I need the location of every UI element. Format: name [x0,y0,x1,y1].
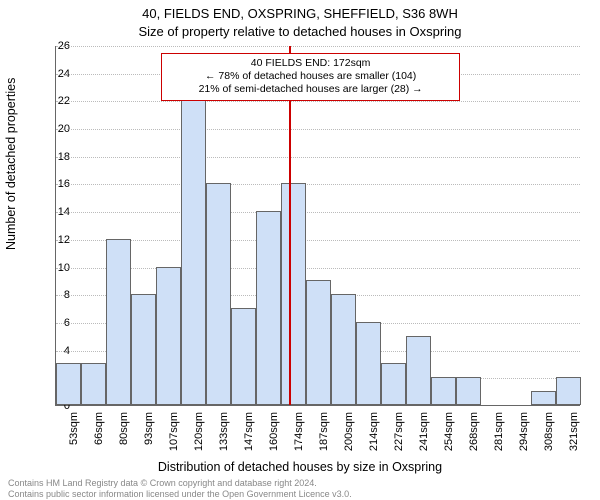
histogram-bar [156,267,181,405]
x-tick-label: 200sqm [343,412,355,457]
footer-line-2: Contains public sector information licen… [8,489,352,500]
histogram-bar [106,239,131,405]
x-tick-label: 160sqm [268,412,280,457]
histogram-bar [256,211,281,405]
chart-subtitle: Size of property relative to detached ho… [0,24,600,39]
histogram-bar [56,363,81,405]
x-tick-label: 281sqm [493,412,505,457]
annotation-line-1: 40 FIELDS END: 172sqm [168,57,453,70]
gridline [56,157,580,158]
x-tick-label: 294sqm [518,412,530,457]
x-tick-label: 120sqm [193,412,205,457]
histogram-bar [331,294,356,405]
x-tick-label: 308sqm [543,412,555,457]
gridline [56,240,580,241]
histogram-bar [456,377,481,405]
x-tick-label: 254sqm [443,412,455,457]
histogram-bar [356,322,381,405]
histogram-bar [381,363,406,405]
histogram-bar [431,377,456,405]
chart-container: 40, FIELDS END, OXSPRING, SHEFFIELD, S36… [0,0,600,500]
annotation-line-3: 21% of semi-detached houses are larger (… [168,83,453,96]
histogram-bar [206,183,231,405]
gridline [56,212,580,213]
x-tick-label: 174sqm [293,412,305,457]
gridline [56,101,580,102]
footer-attribution: Contains HM Land Registry data © Crown c… [8,478,352,500]
x-tick-label: 214sqm [368,412,380,457]
x-tick-label: 53sqm [68,412,80,457]
x-axis-label: Distribution of detached houses by size … [0,460,600,474]
histogram-bar [556,377,581,405]
gridline [56,184,580,185]
histogram-bar [406,336,431,405]
plot-area: 40 FIELDS END: 172sqm← 78% of detached h… [55,46,580,406]
x-tick-label: 147sqm [243,412,255,457]
y-axis-label: Number of detached properties [4,78,18,250]
annotation-line-2: ← 78% of detached houses are smaller (10… [168,70,453,83]
x-tick-label: 107sqm [168,412,180,457]
x-tick-label: 268sqm [468,412,480,457]
histogram-bar [306,280,331,405]
histogram-bar [231,308,256,405]
gridline [56,46,580,47]
x-tick-label: 321sqm [568,412,580,457]
x-tick-label: 93sqm [143,412,155,457]
x-tick-label: 227sqm [393,412,405,457]
histogram-bar [531,391,556,405]
x-tick-label: 80sqm [118,412,130,457]
chart-title: 40, FIELDS END, OXSPRING, SHEFFIELD, S36… [0,6,600,21]
histogram-bar [281,183,306,405]
histogram-bar [81,363,106,405]
annotation-box: 40 FIELDS END: 172sqm← 78% of detached h… [161,53,460,100]
x-tick-label: 241sqm [418,412,430,457]
gridline [56,129,580,130]
gridline [56,268,580,269]
histogram-bar [181,100,206,405]
x-tick-label: 187sqm [318,412,330,457]
footer-line-1: Contains HM Land Registry data © Crown c… [8,478,352,489]
histogram-bar [131,294,156,405]
x-tick-label: 66sqm [93,412,105,457]
x-tick-label: 133sqm [218,412,230,457]
